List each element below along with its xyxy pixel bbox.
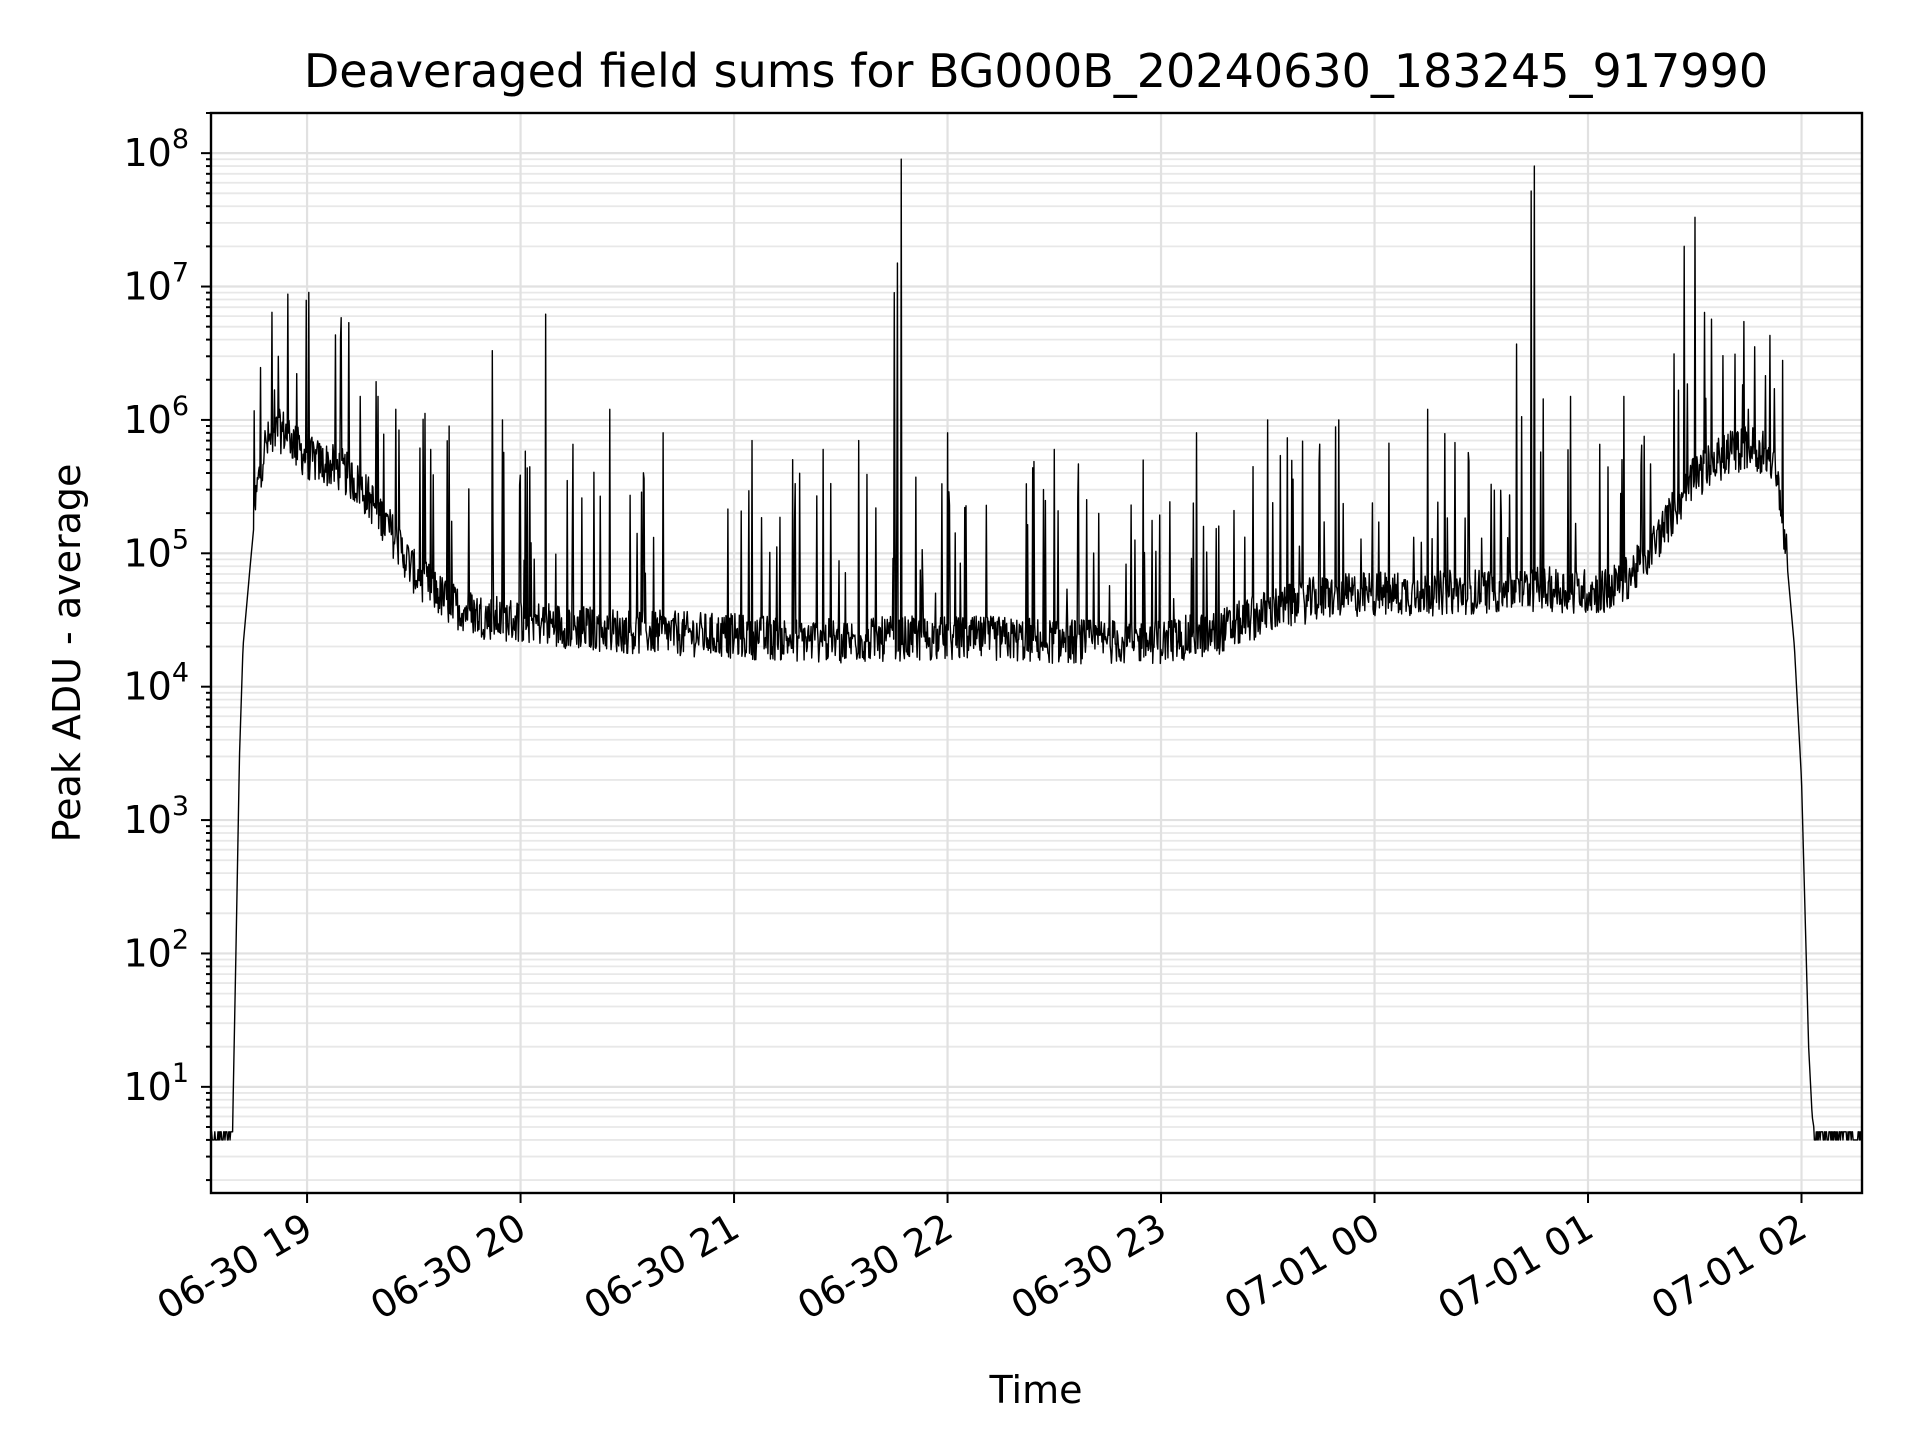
y-tick-label: 104 xyxy=(123,658,189,709)
y-tick-label: 106 xyxy=(123,391,189,442)
y-tick-label: 107 xyxy=(123,258,189,309)
x-axis-label: Time xyxy=(989,1368,1083,1412)
y-tick-label: 102 xyxy=(123,924,189,975)
series xyxy=(210,158,1863,1141)
chart-title: Deaveraged field sums for BG000B_2024063… xyxy=(304,44,1768,98)
y-tick-label: 105 xyxy=(123,524,189,575)
series-line xyxy=(210,158,1863,1141)
y-axis-label: Peak ADU - average xyxy=(45,464,89,843)
y-tick-label: 108 xyxy=(123,124,189,175)
y-tick-label: 103 xyxy=(123,791,189,842)
plot-frame xyxy=(209,111,1864,1195)
y-tick-label: 101 xyxy=(123,1058,189,1109)
